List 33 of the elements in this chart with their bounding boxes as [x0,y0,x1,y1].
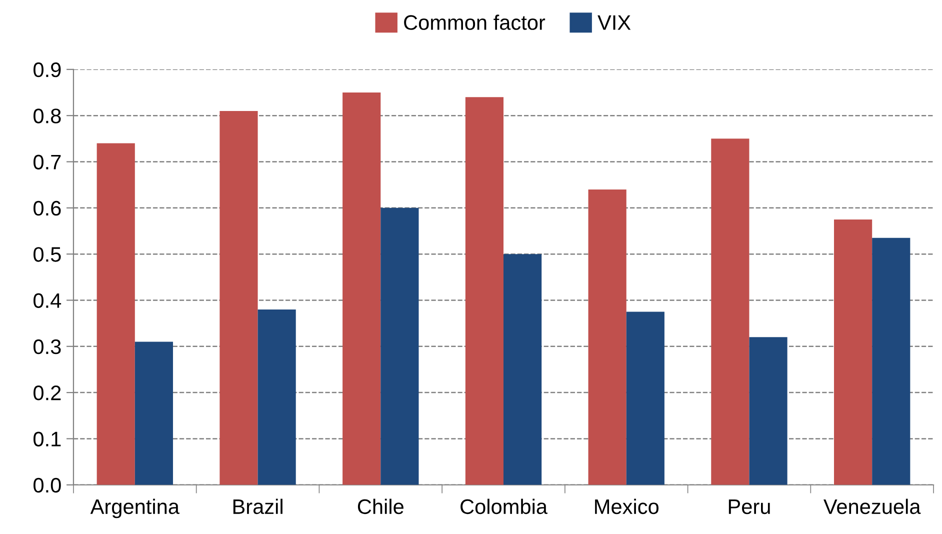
bar [134,342,173,485]
x-tick-label: Chile [358,498,404,514]
x-tick-label: Brazil [233,498,282,514]
y-tick-label: 0.8 [34,108,61,124]
y-tick-label: 0.7 [34,154,61,170]
bar [588,189,626,485]
bar [749,337,788,485]
bar [220,110,258,485]
x-tick-label: Argentina [90,498,180,518]
bar [342,92,381,485]
bar [465,97,504,485]
y-tick-label: 0.0 [34,478,61,493]
y-tick-label: 0.2 [34,386,61,400]
bar [834,219,872,485]
x-tick-label: Colombia [460,498,548,514]
y-tick-label: 0.9 [34,62,61,78]
x-tick-label: Mexico [595,498,658,514]
x-tick-label: Peru [728,500,770,514]
legend-label: VIX [598,15,631,30]
bar [258,309,296,485]
bar [96,143,135,485]
y-tick-label: 0.5 [34,247,61,262]
bar [626,312,664,485]
y-tick-label: 0.6 [34,200,61,216]
y-tick-label: 0.3 [34,339,61,354]
bar [872,238,910,485]
legend-label: Common factor [404,14,546,30]
y-tick-label: 0.1 [34,432,61,446]
bar [380,208,419,485]
bar [504,254,542,485]
x-tick-label: Venezuela [824,498,921,514]
y-tick-label: 0.4 [34,293,62,308]
bar [711,138,750,485]
